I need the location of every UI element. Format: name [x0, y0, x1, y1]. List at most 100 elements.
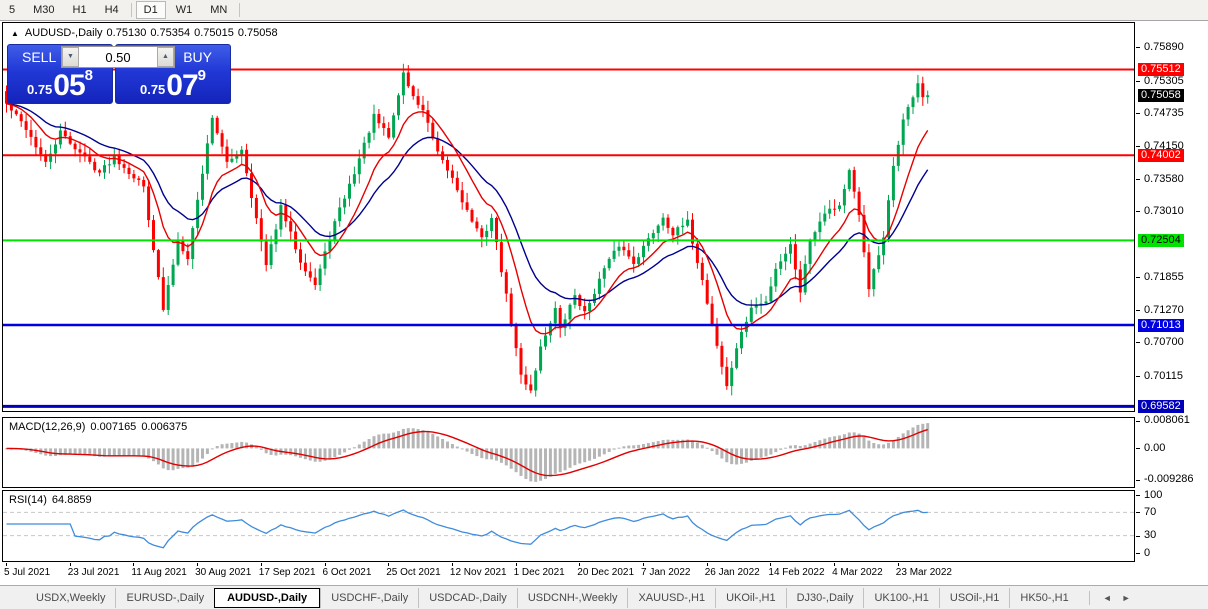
symbol-tab-usdx-weekly[interactable]: USDX,Weekly — [36, 591, 106, 604]
timeframe-button-d1[interactable]: D1 — [135, 1, 166, 19]
macd-axis-tick — [1136, 479, 1140, 481]
ma-fast-line — [6, 103, 929, 335]
ohlc-open: 0.75130 — [106, 27, 147, 39]
price-axis-label: 0.75890 — [1144, 41, 1184, 54]
date-label: 7 Jan 2022 — [641, 567, 691, 578]
toolbar-separator — [130, 3, 132, 17]
timeframe-button-5[interactable]: 5 — [9, 4, 16, 16]
rsi-indicator-label: RSI(14) 64.8859 — [9, 494, 92, 506]
macd-chart — [5, 423, 930, 482]
date-tick — [706, 563, 708, 566]
ohlc-high: 0.75354 — [150, 27, 191, 39]
price-axis-label: 0.73010 — [1144, 205, 1184, 218]
rsi-chart — [3, 509, 1134, 549]
symbol-tab-usdchf--daily[interactable]: USDCHF-,Daily — [320, 587, 418, 608]
symbol-tab-xauusd--h1[interactable]: XAUUSD-,H1 — [627, 587, 715, 608]
price-axis-label: 0.71270 — [1144, 303, 1184, 316]
date-label: 4 Mar 2022 — [832, 567, 883, 578]
macd-histogram — [5, 423, 930, 482]
timeframe-toolbar: 5 M30 H1 H4 D1 W1 MN — [0, 0, 1208, 21]
tabs-scroll-left-icon[interactable]: ◄ — [1102, 592, 1112, 603]
rsi-axis-label: 70 — [1144, 505, 1157, 518]
timeframe-button-h1[interactable]: H1 — [72, 4, 87, 16]
date-tick — [260, 563, 262, 566]
macd-signal-line — [6, 428, 928, 477]
date-tick — [897, 563, 899, 566]
ma-slow-line — [6, 103, 929, 306]
macd-axis-tick — [1136, 448, 1140, 450]
current-price-badge: 0.75058 — [1138, 88, 1184, 102]
rsi-axis-tick — [1136, 535, 1140, 537]
date-tick — [133, 563, 135, 566]
chart-header: ▲ AUDUSD-,Daily 0.75130 0.75354 0.75015 0.750… — [11, 27, 282, 39]
date-label: 23 Mar 2022 — [895, 567, 952, 578]
volume-input[interactable] — [79, 47, 157, 67]
tab-scroll-buttons: ◄ ► — [1088, 590, 1136, 605]
date-tick — [69, 563, 71, 566]
macd-axis-label: -0.009286 — [1144, 473, 1194, 486]
date-label: 1 Dec 2021 — [513, 567, 565, 578]
symbol-tab-dj30--daily[interactable]: DJ30-,Daily — [785, 587, 864, 608]
volume-increase-button[interactable]: ▲ — [157, 47, 174, 67]
chart-title: AUDUSD-,Daily — [24, 27, 103, 39]
macd-panel[interactable]: MACD(12,26,9) 0.007165 0.006375 — [2, 417, 1135, 488]
rsi-axis-label: 30 — [1144, 529, 1157, 542]
price-axis-label: 0.75305 — [1144, 74, 1184, 87]
date-label: 20 Dec 2021 — [577, 567, 635, 578]
symbol-tab-hk50--h1[interactable]: HK50-,H1 — [1009, 587, 1078, 608]
date-label: 11 Aug 2021 — [131, 567, 187, 578]
date-label: 25 Oct 2021 — [386, 567, 441, 578]
price-tick — [1136, 80, 1140, 82]
buy-label: BUY — [183, 49, 212, 65]
rsi-panel[interactable]: RSI(14) 64.8859 — [2, 490, 1135, 562]
rsi-axis-tick — [1136, 553, 1140, 554]
timeframe-button-mn[interactable]: MN — [210, 4, 228, 16]
price-tick — [1136, 375, 1140, 377]
timeframe-button-h4[interactable]: H4 — [104, 4, 119, 16]
rsi-line — [6, 509, 928, 549]
price-chart-panel[interactable]: ▲ AUDUSD-,Daily 0.75130 0.75354 0.75015 0.750… — [2, 22, 1135, 412]
candlestick-chart[interactable] — [3, 23, 1134, 411]
symbol-tab-audusd--daily[interactable]: AUDUSD-,Daily — [214, 587, 321, 608]
collapse-icon[interactable]: ▲ — [11, 29, 19, 38]
level-price-badge: 0.75512 — [1138, 62, 1184, 76]
time-axis: 5 Jul 2021 23 Jul 2021 11 Aug 2021 30 Aug 2… — [0, 563, 1208, 584]
price-axis-label: 0.74735 — [1144, 107, 1184, 120]
macd-indicator-label: MACD(12,26,9) 0.007165 0.006375 — [9, 421, 188, 433]
date-tick — [770, 563, 772, 566]
symbol-tab-eurusd--daily[interactable]: EURUSD-,Daily — [115, 587, 214, 608]
tabs-scroll-right-icon[interactable]: ► — [1121, 592, 1131, 603]
sell-price: 0.75 05 8 — [26, 67, 94, 102]
price-axis-label: 0.70115 — [1144, 369, 1183, 382]
ohlc-close: 0.75058 — [237, 27, 278, 39]
macd-axis-label: 0.008061 — [1144, 414, 1190, 427]
price-axis: 0.75890 0.75305 0.74735 0.74150 0.73580 0.730… — [1135, 22, 1208, 563]
chart-tabbar: USDX,Weekly EURUSD-,Daily AUDUSD-,Daily USD… — [0, 585, 1208, 609]
date-label: 5 Jul 2021 — [4, 567, 51, 578]
rsi-axis-label: 0 — [1144, 546, 1151, 559]
price-tick — [1136, 309, 1140, 311]
date-label: 23 Jul 2021 — [67, 567, 120, 578]
price-tick — [1136, 47, 1140, 49]
timeframe-button-w1[interactable]: W1 — [175, 4, 193, 16]
date-label: 12 Nov 2021 — [449, 567, 507, 578]
symbol-tabs: USDX,Weekly EURUSD-,Daily AUDUSD-,Daily USD… — [26, 586, 1079, 609]
volume-decrease-button[interactable]: ▼ — [62, 47, 79, 67]
timeframe-button-m30[interactable]: M30 — [33, 4, 55, 16]
date-label: 30 Aug 2021 — [195, 567, 252, 578]
date-tick — [324, 563, 326, 566]
date-label: 17 Sep 2021 — [258, 567, 316, 578]
symbol-tab-ukoil--h1[interactable]: UKOil-,H1 — [715, 587, 786, 608]
price-tick — [1136, 342, 1140, 344]
symbol-tab-usoil--h1[interactable]: USOil-,H1 — [938, 587, 1010, 608]
rsi-axis-tick — [1136, 512, 1140, 514]
date-label: 6 Oct 2021 — [322, 567, 372, 578]
candles-layer — [5, 63, 930, 397]
date-tick — [579, 563, 581, 566]
price-axis-label: 0.73580 — [1144, 172, 1184, 185]
date-tick — [451, 563, 453, 566]
price-tick — [1136, 178, 1140, 180]
symbol-tab-uk100--h1[interactable]: UK100-,H1 — [863, 587, 938, 608]
symbol-tab-usdcad--daily[interactable]: USDCAD-,Daily — [418, 587, 517, 608]
symbol-tab-usdcnh--weekly[interactable]: USDCNH-,Weekly — [516, 587, 628, 608]
